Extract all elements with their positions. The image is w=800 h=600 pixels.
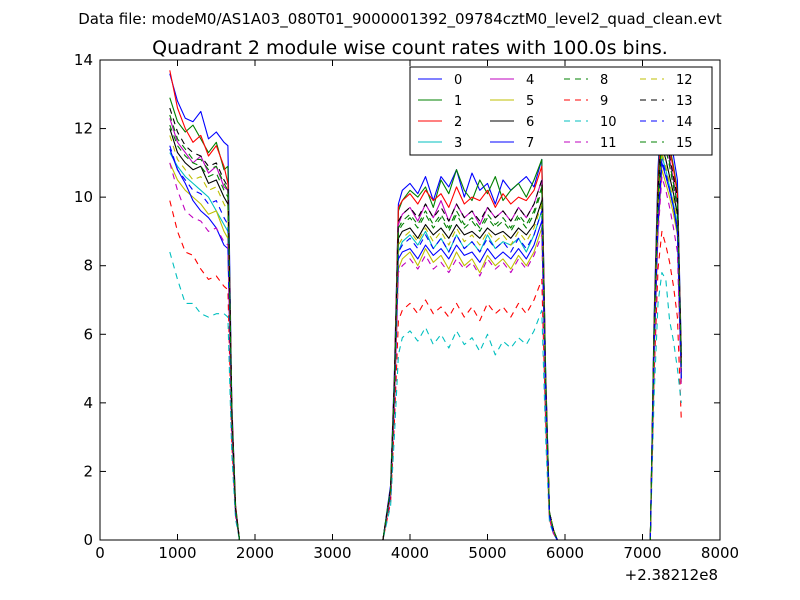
legend-label-4: 4: [526, 73, 534, 88]
y-tick-label: 12: [74, 120, 93, 138]
legend-label-3: 3: [454, 136, 462, 151]
legend-label-6: 6: [526, 115, 534, 130]
x-tick-label: 1000: [158, 544, 196, 562]
y-tick-label: 6: [83, 325, 93, 343]
y-tick-label: 2: [83, 462, 93, 480]
legend-label-0: 0: [454, 73, 462, 88]
x-tick-label: 3000: [313, 544, 351, 562]
series-line-14: [169, 145, 682, 541]
x-tick-label: 5000: [468, 544, 506, 562]
y-tick-label: 0: [83, 531, 93, 549]
x-axis-offset-label: +2.38212e8: [625, 566, 718, 584]
legend-label-12: 12: [676, 73, 693, 88]
series-line-13: [169, 107, 682, 541]
legend-label-7: 7: [526, 136, 534, 151]
y-tick-label: 8: [83, 257, 93, 275]
x-tick-label: 6000: [546, 544, 584, 562]
legend-label-5: 5: [526, 94, 534, 109]
legend-label-15: 15: [676, 136, 693, 151]
y-tick-label: 10: [74, 188, 93, 206]
axes-layer: 0 1000 2000 3000 4000 5000 6000 7000 80000246810…: [74, 51, 739, 562]
chart-title: Quadrant 2 module wise count rates with …: [152, 37, 668, 59]
legend-box: [409, 66, 713, 156]
legend-label-10: 10: [600, 115, 617, 130]
legend-label-11: 11: [600, 136, 617, 151]
figure-title: Data file: modeM0/AS1A03_080T01_90000013…: [78, 10, 722, 29]
x-tick-label: 4000: [391, 544, 429, 562]
legend-label-9: 9: [600, 94, 608, 109]
legend-label-8: 8: [600, 73, 608, 88]
legend-label-1: 1: [454, 94, 462, 109]
y-tick-label: 14: [74, 51, 93, 69]
x-tick-label: 2000: [236, 544, 274, 562]
y-tick-label: 4: [83, 394, 93, 412]
series-line-10: [169, 251, 682, 541]
legend-label-2: 2: [454, 115, 462, 130]
legend-label-13: 13: [676, 94, 693, 109]
x-tick-label: 0: [95, 544, 105, 562]
x-tick-label: 7000: [623, 544, 661, 562]
legend-label-14: 14: [676, 115, 693, 130]
x-tick-label: 8000: [701, 544, 739, 562]
